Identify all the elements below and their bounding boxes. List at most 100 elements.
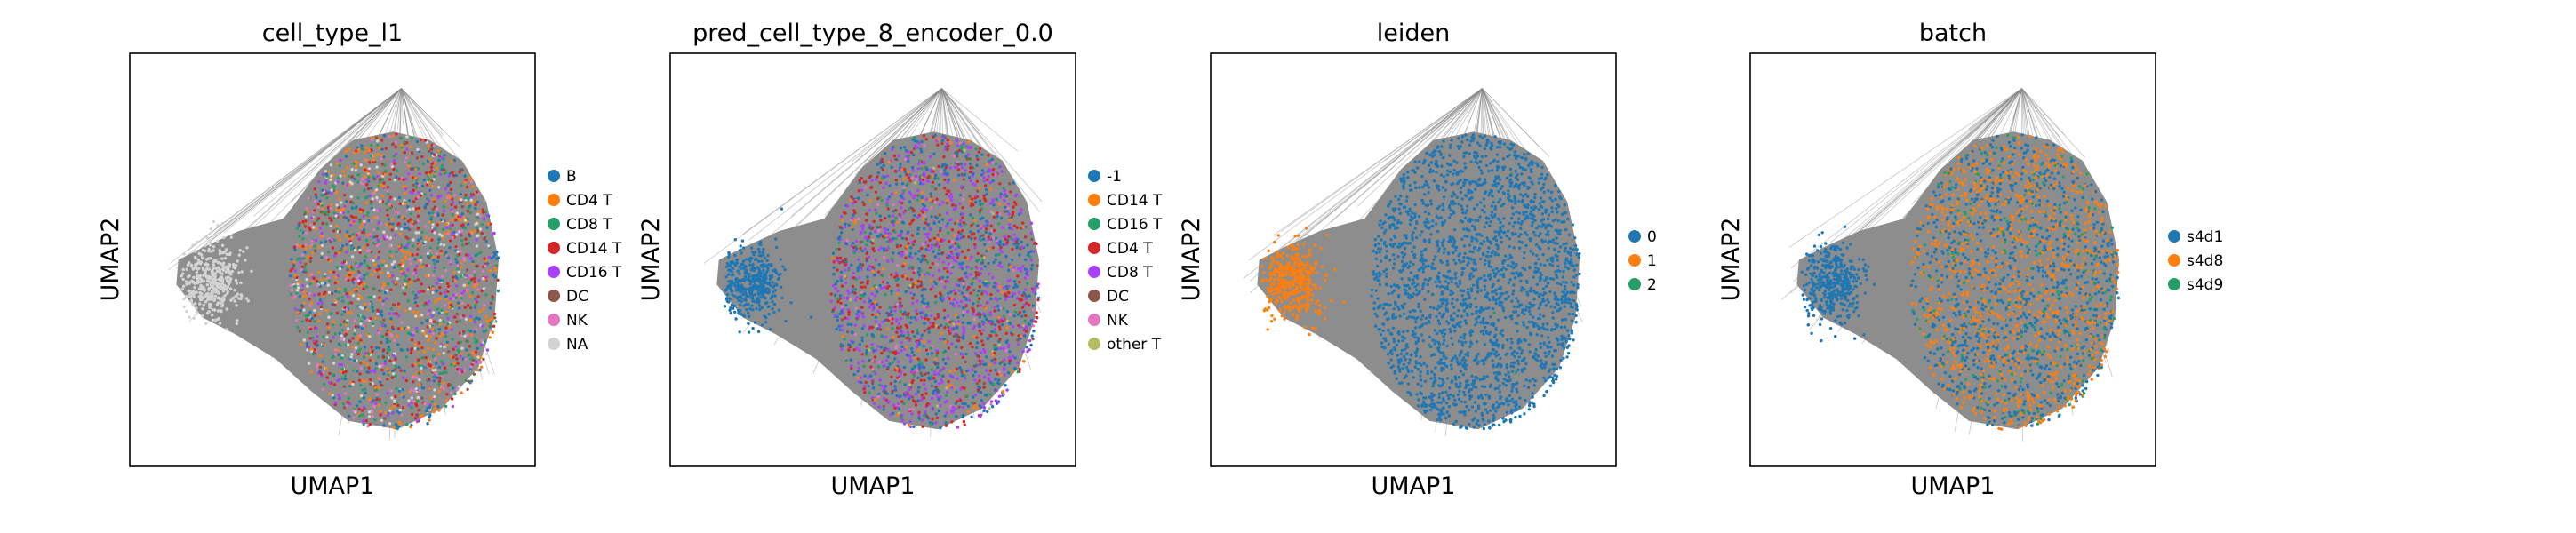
cell-point <box>212 318 215 322</box>
cell-point <box>902 189 906 193</box>
cell-point <box>856 376 860 380</box>
cell-point <box>444 331 447 335</box>
cell-point <box>314 193 317 196</box>
cell-point <box>923 174 926 178</box>
cell-point <box>855 346 859 350</box>
cell-point <box>377 331 380 335</box>
cell-point <box>947 144 950 148</box>
cell-point <box>333 348 338 352</box>
cell-point <box>395 132 398 136</box>
cell-point <box>318 227 323 230</box>
cell-point <box>858 275 861 280</box>
cell-point <box>388 422 392 426</box>
cell-point <box>988 369 993 372</box>
cell-point <box>1028 303 1031 307</box>
cell-point <box>856 370 860 373</box>
cell-point <box>418 243 421 247</box>
cell-point <box>926 222 931 227</box>
cell-point <box>407 199 412 203</box>
cell-point <box>202 267 205 272</box>
cell-point <box>444 295 447 298</box>
cell-point <box>871 238 875 242</box>
cell-point <box>318 199 322 203</box>
cell-point <box>220 272 224 275</box>
cell-point <box>393 266 396 269</box>
cell-point <box>895 376 900 379</box>
cell-point <box>437 328 441 331</box>
cell-point <box>447 174 451 178</box>
cell-point <box>1002 306 1005 311</box>
cell-point <box>920 195 924 200</box>
cell-point <box>444 335 448 338</box>
cell-point <box>1006 207 1010 211</box>
cell-point <box>424 355 428 360</box>
cell-point <box>474 203 477 206</box>
cell-point <box>997 320 1001 323</box>
cell-point <box>432 144 436 147</box>
cell-point <box>332 270 336 274</box>
cell-point <box>362 228 366 232</box>
cell-point <box>320 203 324 207</box>
cell-point <box>923 322 926 325</box>
cell-point <box>955 346 958 349</box>
cell-point <box>900 229 903 234</box>
cell-point <box>892 203 895 207</box>
cell-point <box>407 399 411 402</box>
cell-point <box>948 245 952 250</box>
panel-title: pred_cell_type_8_encoder_0.0 <box>692 20 1053 47</box>
cell-point <box>883 175 886 179</box>
cell-point <box>1026 282 1029 285</box>
cell-point <box>416 227 420 230</box>
cell-point <box>982 409 986 413</box>
cell-point <box>1016 238 1020 242</box>
cell-point <box>957 322 961 326</box>
cell-point <box>467 197 470 201</box>
graph-edge <box>941 88 1043 203</box>
cell-point <box>852 348 856 352</box>
cell-point <box>950 240 955 243</box>
cell-point <box>390 228 394 232</box>
cell-point <box>362 419 365 423</box>
cell-point <box>980 202 985 205</box>
cell-point <box>970 237 973 241</box>
cell-point <box>359 226 363 229</box>
cell-point <box>359 338 363 342</box>
cell-point <box>915 318 918 322</box>
cell-point <box>386 378 389 381</box>
cell-point <box>375 398 379 402</box>
cell-point <box>371 197 374 201</box>
cell-point <box>319 354 323 358</box>
cell-point <box>311 352 316 356</box>
cell-point <box>430 238 434 242</box>
cell-point <box>422 366 426 370</box>
cell-point <box>399 143 404 147</box>
cell-point <box>918 360 922 363</box>
cell-point <box>956 400 959 403</box>
cell-point <box>994 258 997 261</box>
cell-point <box>919 311 923 314</box>
cell-point <box>1002 286 1005 290</box>
cell-point <box>388 206 392 210</box>
cell-point <box>882 163 885 167</box>
cell-point <box>403 191 407 195</box>
cell-point <box>900 345 904 348</box>
cell-point <box>917 363 921 367</box>
cell-point <box>320 194 324 197</box>
cell-point <box>207 287 211 290</box>
cell-point <box>955 390 958 394</box>
cell-point <box>952 179 956 182</box>
cell-point <box>489 301 493 305</box>
cell-point <box>396 169 399 172</box>
cell-point <box>440 168 444 171</box>
cell-point <box>492 254 496 259</box>
cell-point <box>308 304 312 307</box>
cell-point <box>892 154 897 158</box>
cell-point <box>922 382 926 386</box>
cell-point <box>993 297 997 300</box>
cell-point <box>860 353 864 356</box>
cell-point <box>863 235 868 240</box>
cell-point <box>305 342 309 346</box>
cell-point <box>976 229 980 233</box>
graph-edge <box>401 88 436 145</box>
cell-point <box>911 243 916 247</box>
